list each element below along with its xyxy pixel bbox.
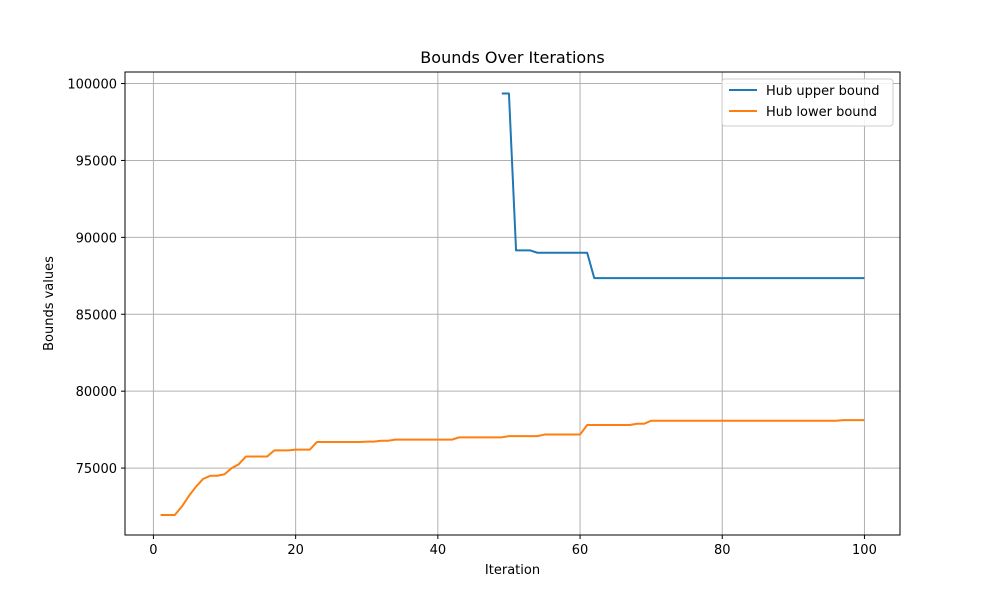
x-tick-label: 100 bbox=[852, 543, 877, 558]
x-tick-label: 20 bbox=[287, 543, 304, 558]
y-tick-label: 90000 bbox=[76, 231, 117, 246]
x-axis-title: Iteration bbox=[485, 563, 540, 578]
y-tick-label: 100000 bbox=[67, 78, 117, 93]
y-axis-title: Bounds values bbox=[42, 256, 57, 351]
plot-lines bbox=[160, 92, 865, 516]
axis-ticks: 0 20 40 60 80 100 75000 80000 85000 90000 95000 100… bbox=[67, 78, 877, 558]
y-tick-label: 85000 bbox=[76, 308, 117, 323]
legend: Hub upper bound Hub lower bound bbox=[721, 78, 894, 127]
x-tick-label: 80 bbox=[714, 543, 731, 558]
plot-frame bbox=[124, 71, 901, 536]
y-tick-label: 95000 bbox=[76, 154, 117, 169]
y-tick-label: 80000 bbox=[76, 385, 117, 400]
x-tick-label: 40 bbox=[430, 543, 447, 558]
legend-label-upper: Hub upper bound bbox=[766, 84, 880, 99]
legend-label-lower: Hub lower bound bbox=[766, 105, 877, 120]
x-tick-label: 60 bbox=[572, 543, 589, 558]
series-line-lower bbox=[160, 419, 865, 516]
chart-title: Bounds Over Iterations bbox=[420, 48, 604, 67]
y-tick-label: 75000 bbox=[76, 462, 117, 477]
legend-box bbox=[721, 78, 894, 127]
series-line-upper bbox=[501, 92, 865, 280]
x-tick-label: 0 bbox=[149, 543, 157, 558]
